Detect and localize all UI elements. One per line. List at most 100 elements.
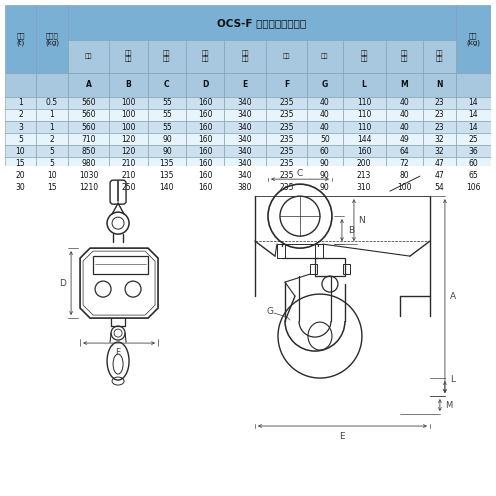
Bar <box>343 145 385 157</box>
Bar <box>277 244 285 258</box>
Bar <box>186 109 225 121</box>
Text: 规格
(t): 规格 (t) <box>16 32 25 46</box>
Text: 120: 120 <box>122 134 136 144</box>
Bar <box>385 182 423 193</box>
Text: 135: 135 <box>160 171 174 180</box>
Text: L: L <box>450 374 455 383</box>
Text: 1210: 1210 <box>79 183 98 192</box>
Bar <box>455 145 491 157</box>
Text: 200: 200 <box>357 159 372 168</box>
Bar <box>266 145 307 157</box>
Bar <box>148 145 186 157</box>
Bar <box>266 72 307 97</box>
Text: 235: 235 <box>279 111 294 120</box>
Text: OCS-F 直视耐高温机械图: OCS-F 直视耐高温机械图 <box>217 18 307 28</box>
Bar <box>343 109 385 121</box>
Bar <box>5 121 36 133</box>
Bar <box>423 97 455 109</box>
Bar <box>36 182 68 193</box>
Bar <box>148 109 186 121</box>
Text: 144: 144 <box>357 134 372 144</box>
Bar <box>68 170 109 182</box>
Text: 40: 40 <box>399 111 409 120</box>
Bar <box>68 121 109 133</box>
Bar <box>36 121 68 133</box>
Text: 47: 47 <box>434 171 444 180</box>
Text: 72: 72 <box>399 159 409 168</box>
Bar <box>266 121 307 133</box>
Text: 自重
(kg): 自重 (kg) <box>466 32 480 46</box>
Bar <box>343 41 385 72</box>
Bar <box>455 72 491 97</box>
Bar <box>186 97 225 109</box>
Text: 吊环
宽度: 吊环 宽度 <box>163 51 171 62</box>
Bar <box>36 5 68 72</box>
Bar <box>109 41 148 72</box>
Bar <box>266 41 307 72</box>
Text: 120: 120 <box>122 147 136 156</box>
Bar <box>266 170 307 182</box>
Text: A: A <box>450 292 456 301</box>
Text: 49: 49 <box>399 134 409 144</box>
Text: 36: 36 <box>468 147 478 156</box>
Bar <box>68 145 109 157</box>
Bar <box>455 182 491 193</box>
Bar <box>307 157 343 169</box>
Text: 160: 160 <box>198 134 213 144</box>
Text: 1: 1 <box>18 98 23 108</box>
Bar <box>455 97 491 109</box>
Bar <box>5 97 36 109</box>
Text: 32: 32 <box>434 147 444 156</box>
Bar <box>186 133 225 145</box>
Text: 310: 310 <box>357 183 372 192</box>
Bar <box>385 109 423 121</box>
Bar <box>385 157 423 169</box>
Text: 210: 210 <box>122 159 136 168</box>
Bar <box>455 170 491 182</box>
Bar <box>315 258 345 276</box>
Text: E: E <box>243 80 248 89</box>
Text: 160: 160 <box>198 123 213 131</box>
Bar <box>343 133 385 145</box>
Bar <box>307 41 343 72</box>
Bar <box>266 133 307 145</box>
Text: G: G <box>322 80 328 89</box>
Bar <box>310 264 317 274</box>
Bar <box>5 109 36 121</box>
Text: 30: 30 <box>15 183 25 192</box>
Bar <box>148 157 186 169</box>
Text: 560: 560 <box>81 111 96 120</box>
Bar <box>423 72 455 97</box>
Bar <box>109 109 148 121</box>
Bar <box>36 145 68 157</box>
Text: 10: 10 <box>16 147 25 156</box>
Text: 54: 54 <box>434 183 444 192</box>
Text: 47: 47 <box>434 159 444 168</box>
Bar <box>385 72 423 97</box>
Bar <box>5 170 36 182</box>
Text: 60: 60 <box>320 147 330 156</box>
Bar <box>266 182 307 193</box>
Text: 235: 235 <box>279 159 294 168</box>
Bar <box>186 41 225 72</box>
Bar <box>455 133 491 145</box>
Bar <box>148 182 186 193</box>
Text: 160: 160 <box>198 159 213 168</box>
Text: 380: 380 <box>238 183 252 192</box>
Bar <box>68 72 109 97</box>
Text: 宽度: 宽度 <box>283 54 290 60</box>
Text: 140: 140 <box>160 183 174 192</box>
Text: 100: 100 <box>397 183 412 192</box>
Bar <box>36 109 68 121</box>
Text: 340: 340 <box>238 171 252 180</box>
Bar <box>423 182 455 193</box>
Bar <box>186 182 225 193</box>
Text: 90: 90 <box>320 183 330 192</box>
Bar <box>36 72 68 97</box>
Text: 40: 40 <box>320 111 330 120</box>
Text: B: B <box>348 226 354 235</box>
Text: 160: 160 <box>198 147 213 156</box>
Bar <box>148 133 186 145</box>
Text: L: L <box>362 80 367 89</box>
Text: 40: 40 <box>320 123 330 131</box>
